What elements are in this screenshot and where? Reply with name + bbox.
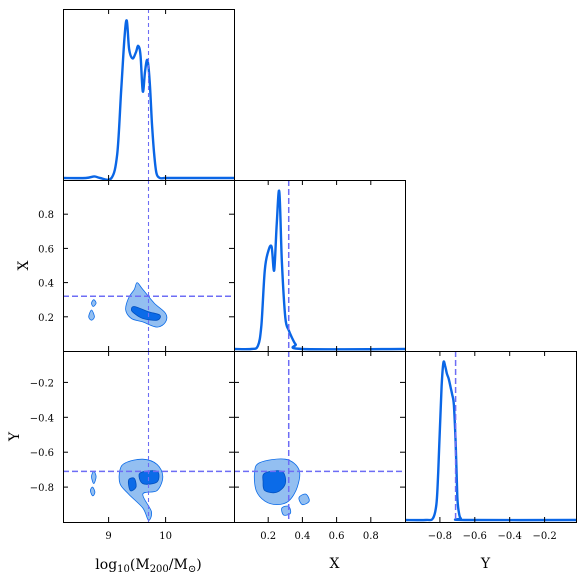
xtick-label-x-1: 0.4 bbox=[294, 531, 310, 542]
x-axis-label-y: Y bbox=[480, 556, 491, 572]
contour-outer-x-vs-logm-1 bbox=[88, 309, 95, 321]
frame-layer bbox=[63, 9, 577, 523]
contour-outer-x-vs-logm-2 bbox=[91, 299, 97, 307]
panel-frame-r2-c2 bbox=[405, 351, 577, 523]
marginal-line-x bbox=[233, 189, 406, 351]
panel-frame-r1-c1 bbox=[234, 180, 406, 352]
contour-layer bbox=[88, 282, 310, 521]
xtick-label-x-2: 0.6 bbox=[329, 531, 345, 542]
contour-outer-y-vs-logm-0 bbox=[118, 458, 164, 521]
contour-outer-y-vs-x-1 bbox=[298, 493, 310, 506]
contour-inner-y-vs-logm-1 bbox=[127, 477, 137, 492]
ytick-label-y-1: −0.6 bbox=[30, 448, 54, 459]
marginal-layer bbox=[62, 19, 577, 522]
xtick-label-y-2: −0.4 bbox=[498, 531, 522, 542]
ytick-label-x-1: 0.4 bbox=[38, 279, 54, 290]
y-axis-label-x: X bbox=[16, 260, 32, 270]
contour-outer-y-vs-logm-2 bbox=[89, 486, 96, 497]
y-axis-label-y: Y bbox=[7, 431, 23, 442]
ytick-label-x-3: 0.8 bbox=[38, 210, 54, 221]
x-axis-label-logm: log10(M200/M⊙) bbox=[95, 557, 201, 575]
contour-inner-x-vs-logm-0 bbox=[130, 306, 161, 321]
ytick-label-y-3: −0.2 bbox=[30, 378, 54, 389]
xtick-label-x-3: 0.8 bbox=[363, 531, 379, 542]
ytick-label-x-0: 0.2 bbox=[38, 313, 54, 324]
contour-outer-x-vs-logm-0 bbox=[125, 282, 168, 328]
marginal-line-logm bbox=[62, 19, 234, 181]
xtick-label-x-0: 0.2 bbox=[260, 531, 276, 542]
xtick-label-logm-0: 9 bbox=[105, 531, 111, 542]
truth-layer bbox=[63, 9, 457, 522]
tick-layer: 0.2 0.4 0.6 0.8 9 10 −0.8 −0.6 −0.4 −0.2 0.2 0.4 0.6… bbox=[30, 9, 557, 542]
xtick-label-y-3: −0.2 bbox=[532, 531, 556, 542]
x-axis-label-x: X bbox=[330, 556, 340, 572]
ytick-label-y-0: −0.8 bbox=[30, 483, 54, 494]
xtick-label-y-1: −0.6 bbox=[463, 531, 487, 542]
xtick-label-y-0: −0.8 bbox=[428, 531, 452, 542]
contour-outer-y-vs-logm-1 bbox=[91, 470, 97, 485]
label-layer: log10(M200/M⊙) X Y X Y bbox=[7, 260, 491, 575]
marginal-line-y bbox=[404, 360, 577, 522]
ytick-label-y-2: −0.4 bbox=[30, 413, 54, 424]
ytick-label-x-2: 0.6 bbox=[38, 244, 54, 255]
xtick-label-logm-1: 10 bbox=[159, 531, 172, 542]
